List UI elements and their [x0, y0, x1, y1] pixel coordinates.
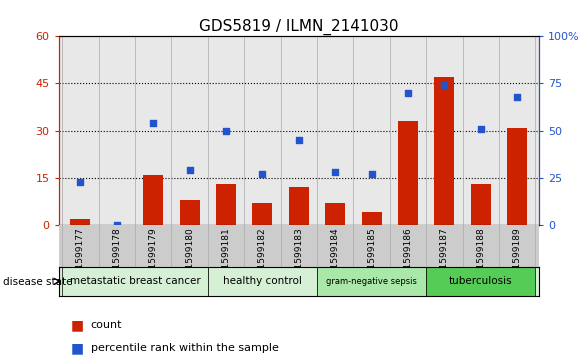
Point — [294, 137, 304, 143]
Text: percentile rank within the sample: percentile rank within the sample — [91, 343, 279, 354]
Bar — [253, 203, 272, 225]
Text: ■: ■ — [70, 342, 83, 355]
Point — [403, 90, 413, 96]
Bar — [208, 267, 317, 296]
Bar — [62, 267, 208, 296]
Bar — [70, 219, 90, 225]
Bar — [325, 203, 345, 225]
Text: GSM1599188: GSM1599188 — [476, 227, 485, 288]
Bar — [143, 175, 163, 225]
Text: healthy control: healthy control — [223, 276, 302, 286]
Text: GSM1599178: GSM1599178 — [113, 227, 121, 288]
Text: metastatic breast cancer: metastatic breast cancer — [70, 276, 200, 286]
Bar — [426, 267, 536, 296]
Text: ■: ■ — [70, 318, 83, 332]
Title: GDS5819 / ILMN_2141030: GDS5819 / ILMN_2141030 — [199, 19, 398, 35]
Bar — [362, 212, 381, 225]
Point — [367, 171, 376, 177]
Point — [185, 167, 195, 173]
Bar — [471, 184, 491, 225]
Text: disease state: disease state — [3, 277, 73, 287]
Point — [331, 169, 340, 175]
Point — [112, 222, 121, 228]
Point — [258, 171, 267, 177]
Bar — [317, 267, 426, 296]
Text: tuberculosis: tuberculosis — [449, 276, 513, 286]
Point — [476, 126, 486, 132]
Text: GSM1599185: GSM1599185 — [367, 227, 376, 288]
Text: GSM1599182: GSM1599182 — [258, 227, 267, 288]
Point — [76, 179, 85, 184]
Bar — [216, 184, 236, 225]
Text: gram-negative sepsis: gram-negative sepsis — [326, 277, 417, 286]
Text: GSM1599186: GSM1599186 — [404, 227, 413, 288]
Text: GSM1599177: GSM1599177 — [76, 227, 85, 288]
Text: count: count — [91, 320, 122, 330]
Point — [222, 128, 231, 134]
Text: GSM1599189: GSM1599189 — [513, 227, 522, 288]
Text: GSM1599187: GSM1599187 — [440, 227, 449, 288]
Point — [149, 120, 158, 126]
Bar — [398, 121, 418, 225]
Bar — [180, 200, 200, 225]
Text: GSM1599181: GSM1599181 — [222, 227, 230, 288]
Bar — [434, 77, 455, 225]
Text: GSM1599180: GSM1599180 — [185, 227, 194, 288]
Text: GSM1599179: GSM1599179 — [149, 227, 158, 288]
Text: GSM1599184: GSM1599184 — [331, 227, 340, 288]
Bar — [507, 127, 527, 225]
Point — [440, 82, 449, 88]
Text: GSM1599183: GSM1599183 — [294, 227, 304, 288]
Point — [513, 94, 522, 99]
Bar — [289, 187, 309, 225]
